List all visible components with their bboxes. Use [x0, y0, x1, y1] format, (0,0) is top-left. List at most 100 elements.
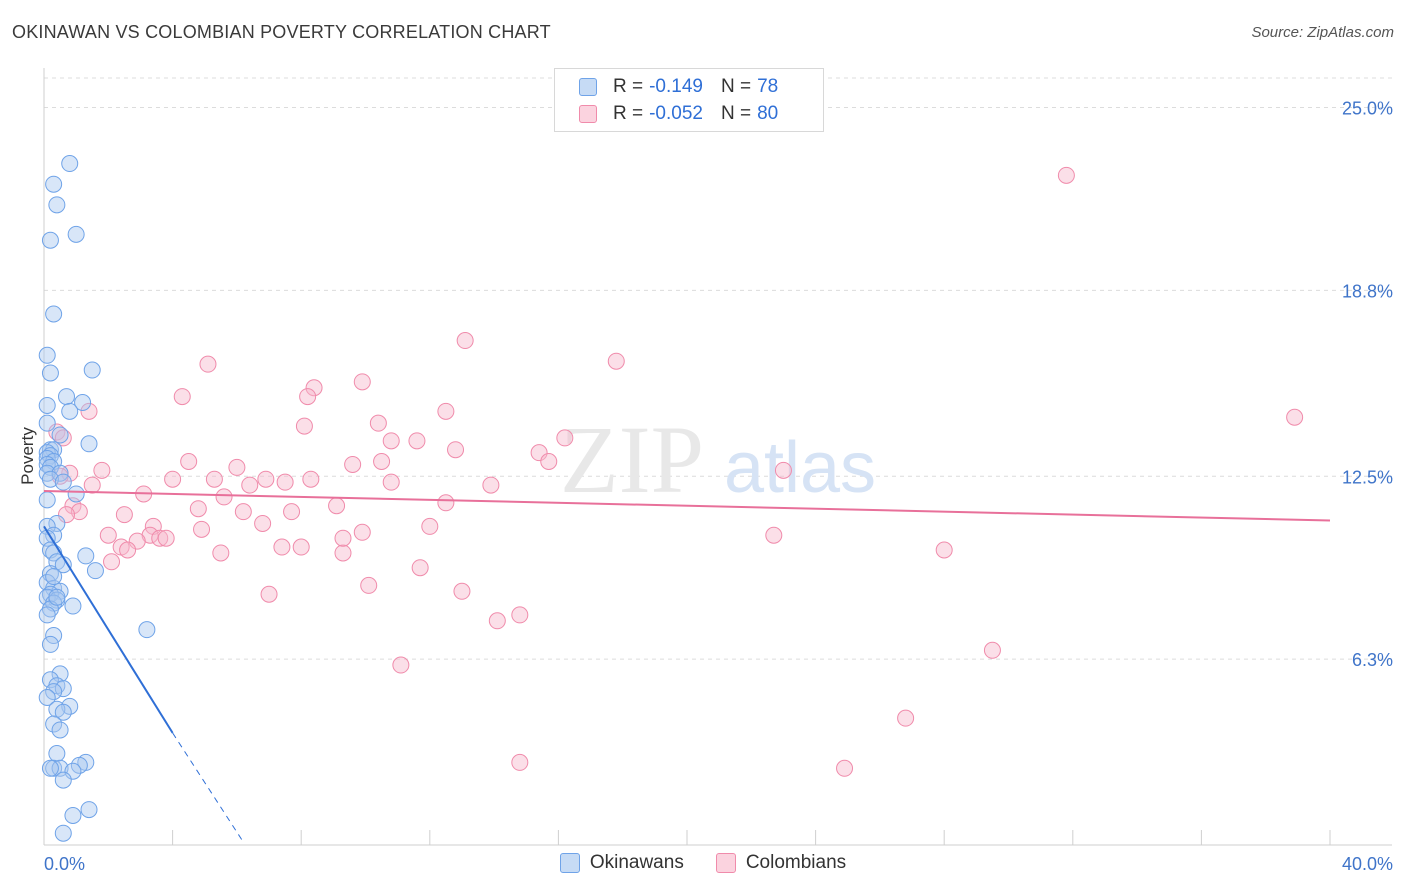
colombians-point: [80, 402, 98, 420]
legend-item-okinawans: Okinawans: [559, 852, 684, 874]
n-value: 80: [757, 103, 779, 124]
y-tick-label: 6.3%: [1352, 650, 1393, 670]
colombians-point: [447, 441, 465, 459]
series-legend: Okinawans Colombians: [0, 852, 1406, 874]
y-tick-label: 18.8%: [1342, 281, 1393, 301]
okinawans-point: [58, 388, 76, 406]
x-tick-label: 0.0%: [44, 854, 85, 874]
okinawans-swatch: [579, 78, 597, 96]
colombians-point: [456, 332, 474, 350]
okinawans-point: [48, 745, 66, 763]
colombians-point: [193, 520, 211, 538]
okinawans-point: [67, 485, 85, 503]
colombians-point: [295, 417, 313, 435]
y-tick-label: 25.0%: [1342, 99, 1393, 119]
y-tick-label: 12.5%: [1342, 467, 1393, 487]
colombians-point: [299, 388, 317, 406]
okinawans-point: [138, 621, 156, 639]
chart-source: Source: ZipAtlas.com: [1251, 24, 1394, 41]
colombians-point: [421, 517, 439, 535]
legend-item-colombians: Colombians: [715, 852, 846, 874]
okinawans-point: [41, 635, 59, 653]
stats-legend: R = -0.149 N = 78 R = -0.052 N = 80: [554, 68, 824, 132]
colombians-point: [897, 709, 915, 727]
okinawans-point: [51, 721, 69, 739]
colombians-point: [48, 423, 66, 441]
okinawans-points: [38, 155, 156, 842]
colombians-point: [305, 379, 323, 397]
colombians-point: [103, 553, 121, 571]
okinawans-point: [54, 473, 72, 491]
okinawans-point: [86, 562, 104, 580]
colombians-point: [1286, 408, 1304, 426]
colombians-point: [99, 526, 117, 544]
colombians-point: [530, 444, 548, 462]
colombians-point: [58, 506, 76, 524]
colombians-point: [1057, 166, 1075, 184]
colombians-point: [408, 432, 426, 450]
colombians-point: [765, 526, 783, 544]
colombians-point: [54, 429, 72, 447]
colombians-point: [437, 494, 455, 512]
okinawans-point: [80, 435, 98, 453]
stats-row-okinawans: R = -0.149 N = 78: [579, 74, 778, 100]
colombians-legend-swatch: [715, 853, 736, 873]
okinawans-point: [51, 426, 69, 444]
okinawans-point: [64, 807, 82, 824]
watermark: ZIP atlas: [560, 406, 876, 513]
okinawans-point: [38, 517, 56, 535]
okinawans-point: [48, 588, 66, 606]
okinawans-point: [54, 703, 72, 721]
trendlines: [43, 490, 1331, 843]
okinawans-point: [38, 606, 56, 624]
okinawans-point: [61, 402, 79, 420]
colombians-point: [302, 470, 320, 488]
colombians-point: [180, 453, 198, 470]
colombians-point: [234, 503, 252, 521]
colombians-swatch: [579, 105, 597, 123]
okinawans-point: [41, 470, 59, 488]
okinawans-point: [38, 444, 56, 462]
okinawans-point: [45, 305, 63, 323]
n-label: N =: [720, 76, 752, 97]
colombians-point: [205, 470, 223, 488]
colombians-point: [353, 373, 371, 391]
colombians-point: [61, 464, 79, 482]
colombians-point: [334, 529, 352, 547]
chart-title: OKINAWAN VS COLOMBIAN POVERTY CORRELATIO…: [12, 22, 551, 42]
okinawans-legend-swatch: [559, 853, 580, 873]
okinawans-trendline: [43, 525, 174, 734]
colombians-point: [437, 402, 455, 420]
colombians-point: [260, 585, 278, 603]
okinawans-point: [80, 801, 98, 819]
r-label: R =: [613, 103, 644, 124]
colombians-point: [128, 532, 146, 550]
colombians-point: [257, 470, 275, 488]
colombians-point: [488, 612, 506, 630]
colombians-point: [373, 453, 391, 470]
colombians-trendline: [43, 490, 1331, 522]
okinawans-point: [41, 364, 59, 382]
colombians-point: [273, 538, 291, 556]
colombians-point: [276, 473, 294, 491]
colombians-point: [151, 529, 169, 547]
colombians-point: [283, 503, 301, 521]
axes: [43, 68, 1392, 846]
y-tick-labels: 6.3% 12.5% 18.8% 25.0%: [1342, 99, 1393, 671]
okinawans-point: [45, 627, 63, 645]
x-tick-labels: 0.0% 40.0%: [44, 854, 1393, 874]
colombians-point: [119, 541, 137, 559]
colombians-point: [556, 429, 574, 447]
okinawans-point: [45, 683, 63, 701]
r-label: R =: [613, 76, 644, 97]
okinawans-point: [45, 568, 63, 586]
okinawans-point: [38, 491, 56, 509]
colombians-point: [511, 753, 529, 771]
okinawans-point: [64, 597, 82, 615]
colombians-point: [70, 503, 88, 521]
n-value: 78: [757, 76, 779, 97]
x-tick-label: 40.0%: [1342, 854, 1393, 874]
colombians-point: [241, 476, 259, 494]
okinawans-point: [38, 346, 56, 364]
